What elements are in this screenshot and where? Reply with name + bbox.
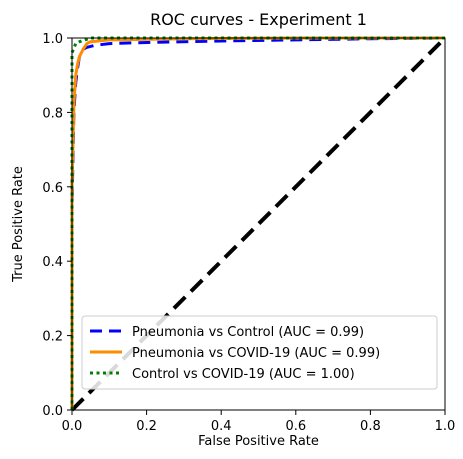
y-tick-label: 1.0	[42, 32, 63, 47]
y-axis-ticks: 0.0 0.2 0.4 0.6 0.8 1.0	[42, 32, 72, 419]
x-tick-label: 0.2	[136, 419, 157, 434]
legend-label-1: Pneumonia vs Control (AUC = 0.99)	[132, 325, 364, 340]
legend: Pneumonia vs Control (AUC = 0.99) Pneumon…	[81, 315, 438, 390]
y-tick-label: 0.2	[42, 330, 63, 345]
legend-label-2: Pneumonia vs COVID-19 (AUC = 0.99)	[132, 346, 380, 361]
plot-frame	[71, 37, 446, 411]
x-tick-label: 0.8	[360, 419, 381, 434]
y-tick-label: 0.4	[42, 255, 63, 270]
chart-title: ROC curves - Experiment 1	[150, 10, 367, 29]
y-tick-label: 0.6	[42, 181, 63, 196]
x-axis-ticks: 0.0 0.2 0.4 0.6 0.8 1.0	[62, 410, 456, 434]
x-tick-label: 0.6	[285, 419, 306, 434]
x-tick-label: 0.0	[62, 419, 83, 434]
y-axis-label: True Positive Rate	[11, 166, 26, 283]
legend-label-3: Control vs COVID-19 (AUC = 1.00)	[132, 367, 355, 382]
legend-box	[81, 315, 438, 390]
x-tick-label: 1.0	[435, 419, 456, 434]
y-tick-label: 0.0	[42, 404, 63, 419]
y-tick-label: 0.8	[42, 106, 63, 121]
x-axis-label: False Positive Rate	[198, 434, 319, 449]
x-tick-label: 0.4	[211, 419, 232, 434]
